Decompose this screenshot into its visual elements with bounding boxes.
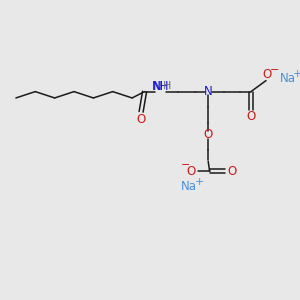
Text: O: O — [136, 113, 145, 126]
Text: +: + — [195, 177, 204, 188]
Text: O: O — [246, 110, 256, 123]
Text: NH: NH — [152, 80, 169, 93]
Text: O: O — [263, 68, 272, 81]
Text: Na: Na — [280, 72, 296, 85]
Text: Na: Na — [181, 180, 197, 193]
Text: N: N — [204, 85, 213, 98]
Text: N: N — [153, 80, 161, 93]
Text: +: + — [293, 69, 300, 79]
Text: −: − — [181, 160, 190, 170]
Text: O: O — [204, 128, 213, 142]
Text: H: H — [163, 81, 171, 91]
Text: O: O — [187, 165, 196, 178]
Text: O: O — [227, 165, 236, 178]
Text: −: − — [269, 64, 279, 75]
